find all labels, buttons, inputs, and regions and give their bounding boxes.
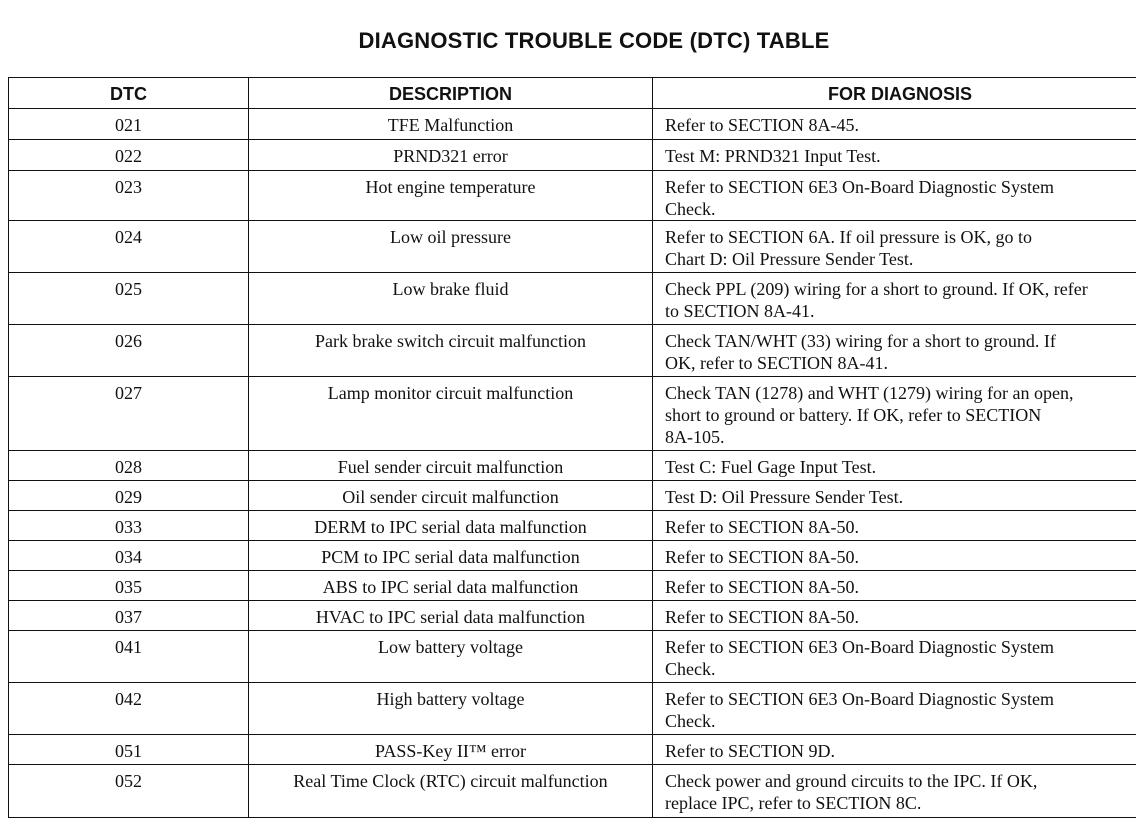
dtc-cell: 042 [8, 682, 249, 735]
dtc-cell: 052 [8, 764, 249, 818]
diagnosis-cell: Test C: Fuel Gage Input Test. [652, 450, 1136, 481]
diagnosis-cell: Refer to SECTION 6A. If oil pressure is … [652, 220, 1136, 273]
diagnosis-cell: Refer to SECTION 8A-50. [652, 570, 1136, 601]
dtc-cell: 035 [8, 570, 249, 601]
diagnosis-cell: Test M: PRND321 Input Test. [652, 139, 1136, 171]
table-row: 025 Low brake fluid Check PPL (209) wiring… [8, 272, 1136, 325]
diagnosis-cell: Refer to SECTION 8A-45. [652, 108, 1136, 140]
dtc-cell: 022 [8, 139, 249, 171]
description-cell: Real Time Clock (RTC) circuit malfunctio… [248, 764, 653, 818]
table-row: 029 Oil sender circuit malfunction Test D:… [8, 480, 1136, 511]
description-cell: Park brake switch circuit malfunction [248, 324, 653, 377]
table-row: 033 DERM to IPC serial data malfunction Re… [8, 510, 1136, 541]
description-cell: PRND321 error [248, 139, 653, 171]
description-cell: Fuel sender circuit malfunction [248, 450, 653, 481]
dtc-cell: 037 [8, 600, 249, 631]
table-row: 035 ABS to IPC serial data malfunction Ref… [8, 570, 1136, 601]
description-cell: ABS to IPC serial data malfunction [248, 570, 653, 601]
diagnosis-cell: Refer to SECTION 6E3 On-Board Diagnostic… [652, 630, 1136, 683]
dtc-cell: 034 [8, 540, 249, 571]
description-cell: Low oil pressure [248, 220, 653, 273]
diagnosis-cell: Check TAN (1278) and WHT (1279) wiring f… [652, 376, 1136, 451]
dtc-table: DTC DESCRIPTION FOR DIAGNOSIS 021 TFE Mal… [8, 77, 1136, 818]
dtc-cell: 025 [8, 272, 249, 325]
table-header-row: DTC DESCRIPTION FOR DIAGNOSIS [8, 77, 1136, 109]
table-row: 023 Hot engine temperature Refer to SECTIO… [8, 170, 1136, 221]
diagnosis-cell: Check TAN/WHT (33) wiring for a short to… [652, 324, 1136, 377]
table-row: 051 PASS-Key II™ error Refer to SECTION 9D… [8, 734, 1136, 765]
table-row: 021 TFE Malfunction Refer to SECTION 8A-45… [8, 108, 1136, 140]
diagnosis-cell: Refer to SECTION 6E3 On-Board Diagnostic… [652, 682, 1136, 735]
dtc-cell: 041 [8, 630, 249, 683]
description-cell: High battery voltage [248, 682, 653, 735]
diagnosis-cell: Refer to SECTION 8A-50. [652, 600, 1136, 631]
dtc-cell: 033 [8, 510, 249, 541]
diagnosis-cell: Check PPL (209) wiring for a short to gr… [652, 272, 1136, 325]
dtc-cell: 021 [8, 108, 249, 140]
table-row: 027 Lamp monitor circuit malfunction Check… [8, 376, 1136, 451]
description-cell: Hot engine temperature [248, 170, 653, 221]
page-title: DIAGNOSTIC TROUBLE CODE (DTC) TABLE [358, 28, 830, 53]
header-dtc: DTC [8, 77, 249, 109]
table-row: 037 HVAC to IPC serial data malfunction Re… [8, 600, 1136, 631]
table-row: 034 PCM to IPC serial data malfunction Ref… [8, 540, 1136, 571]
table-row: 026 Park brake switch circuit malfunction… [8, 324, 1136, 377]
description-cell: Lamp monitor circuit malfunction [248, 376, 653, 451]
description-cell: HVAC to IPC serial data malfunction [248, 600, 653, 631]
header-diagnosis: FOR DIAGNOSIS [652, 77, 1136, 109]
description-cell: Low brake fluid [248, 272, 653, 325]
table-row: 041 Low battery voltage Refer to SECTION 6… [8, 630, 1136, 683]
description-cell: Low battery voltage [248, 630, 653, 683]
dtc-cell: 027 [8, 376, 249, 451]
table-row: 024 Low oil pressure Refer to SECTION 6A. … [8, 220, 1136, 273]
dtc-cell: 051 [8, 734, 249, 765]
diagnosis-cell: Refer to SECTION 9D. [652, 734, 1136, 765]
description-cell: Oil sender circuit malfunction [248, 480, 653, 511]
description-cell: PASS-Key II™ error [248, 734, 653, 765]
diagnosis-cell: Refer to SECTION 6E3 On-Board Diagnostic… [652, 170, 1136, 221]
diagnosis-cell: Refer to SECTION 8A-50. [652, 510, 1136, 541]
dtc-cell: 029 [8, 480, 249, 511]
description-cell: PCM to IPC serial data malfunction [248, 540, 653, 571]
dtc-cell: 024 [8, 220, 249, 273]
description-cell: DERM to IPC serial data malfunction [248, 510, 653, 541]
table-row: 028 Fuel sender circuit malfunction Test C… [8, 450, 1136, 481]
table-row: 042 High battery voltage Refer to SECTION … [8, 682, 1136, 735]
diagnosis-cell: Check power and ground circuits to the I… [652, 764, 1136, 818]
dtc-cell: 026 [8, 324, 249, 377]
diagnosis-cell: Refer to SECTION 8A-50. [652, 540, 1136, 571]
description-cell: TFE Malfunction [248, 108, 653, 140]
header-description: DESCRIPTION [248, 77, 653, 109]
table-row: 052 Real Time Clock (RTC) circuit malfunc… [8, 764, 1136, 818]
table-row: 022 PRND321 error Test M: PRND321 Input Te… [8, 139, 1136, 171]
dtc-cell: 023 [8, 170, 249, 221]
diagnosis-cell: Test D: Oil Pressure Sender Test. [652, 480, 1136, 511]
dtc-cell: 028 [8, 450, 249, 481]
